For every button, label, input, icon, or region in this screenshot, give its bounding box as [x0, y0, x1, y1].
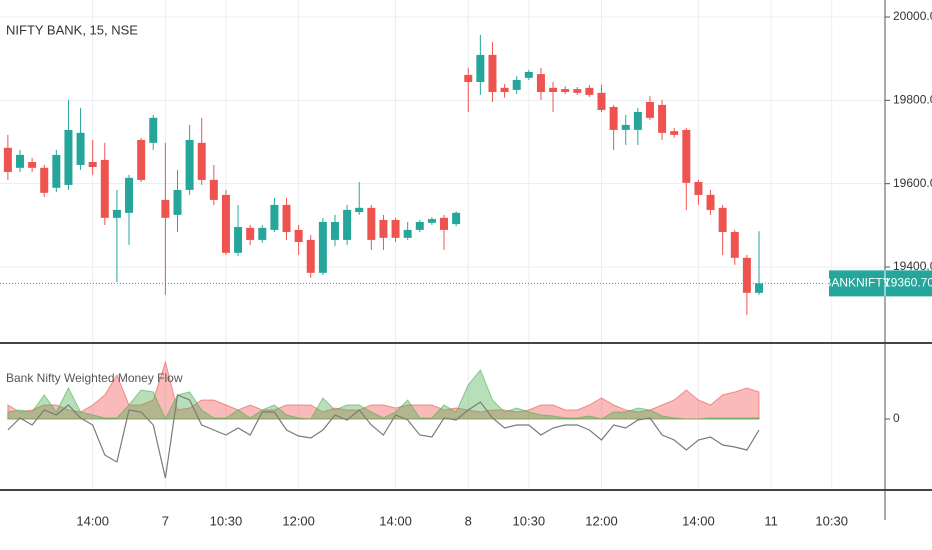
candle-body — [282, 204, 291, 232]
x-tick-label: 12:00 — [282, 513, 315, 528]
candle-body — [706, 194, 715, 210]
candle-body — [694, 182, 703, 195]
candle-body — [730, 232, 739, 258]
x-tick-label: 10:30 — [815, 513, 848, 528]
candle-body — [488, 54, 497, 92]
candle-body — [464, 74, 473, 82]
candle-body — [318, 222, 327, 273]
x-tick-label: 12:00 — [585, 513, 618, 528]
x-tick-label: 7 — [162, 513, 169, 528]
candle-body — [270, 204, 279, 230]
candle-body — [125, 177, 134, 213]
candle-body — [52, 154, 61, 188]
last-price-name: BANKNIFTY — [823, 276, 890, 290]
candle-body — [234, 227, 243, 253]
x-tick-label: 10:30 — [210, 513, 243, 528]
indicator-title: Bank Nifty Weighted Money Flow — [6, 371, 183, 385]
candle-body — [197, 142, 206, 180]
chart-title: NIFTY BANK, 15, NSE — [6, 22, 138, 37]
candle-body — [658, 104, 667, 133]
y-tick-label: 19400.00 — [893, 259, 932, 273]
candle-body — [221, 194, 230, 253]
candle-body — [597, 92, 606, 110]
candle-body — [718, 207, 727, 232]
candle-body — [645, 102, 654, 118]
candle-body — [173, 189, 182, 215]
candle-body — [355, 207, 364, 212]
candle-body — [609, 107, 618, 130]
x-tick-label: 14:00 — [76, 513, 109, 528]
x-tick-label: 14:00 — [379, 513, 412, 528]
candle-body — [330, 222, 339, 240]
candle-body — [585, 87, 594, 95]
x-tick-label: 10:30 — [513, 513, 546, 528]
candle-body — [3, 147, 12, 172]
candle-body — [40, 167, 49, 193]
candle-body — [633, 112, 642, 130]
x-tick-label: 11 — [764, 513, 778, 528]
candle-body — [742, 257, 751, 293]
candle-body — [452, 212, 461, 225]
candle-body — [161, 199, 170, 218]
candle-body — [415, 222, 424, 230]
candle-body — [137, 139, 146, 180]
indicator-line — [7, 394, 760, 479]
candle-body — [440, 217, 449, 230]
candle-body — [670, 131, 679, 135]
y-tick-label: 19600.00 — [893, 176, 932, 190]
candle-body — [500, 87, 509, 92]
candle-body — [476, 54, 485, 82]
candle-body — [88, 162, 97, 167]
candle-body — [524, 72, 533, 78]
candle-body — [28, 162, 37, 168]
candle-body — [64, 129, 73, 185]
candle-body — [403, 229, 412, 238]
indicator-area — [7, 369, 760, 421]
x-tick-label: 14:00 — [682, 513, 715, 528]
candle-body — [755, 283, 764, 293]
candle-body — [621, 124, 630, 130]
candle-body — [100, 159, 109, 218]
candle-body — [512, 79, 521, 90]
candle-body — [294, 229, 303, 242]
candle-body — [573, 89, 582, 93]
candle-body — [306, 239, 315, 273]
candle-body — [682, 129, 691, 183]
y-tick-label: 20000.00 — [893, 9, 932, 23]
candle-body — [149, 117, 158, 143]
last-price-label: 19360.70 — [884, 276, 932, 290]
y-tick-label: 0 — [893, 411, 900, 425]
candle-body — [549, 87, 558, 92]
last-price-box — [829, 270, 932, 297]
candle-body — [209, 179, 218, 200]
candle-body — [367, 207, 376, 240]
x-tick-label: 8 — [465, 513, 472, 528]
candle-body — [76, 132, 85, 165]
candle-body — [343, 209, 352, 240]
y-tick-label: 19800.00 — [893, 93, 932, 107]
plot — [0, 34, 885, 479]
candle-body — [379, 219, 388, 238]
candle-body — [427, 219, 436, 223]
candle-body — [536, 74, 545, 92]
candle-body — [246, 227, 255, 240]
candle-body — [258, 227, 267, 240]
candle-body — [185, 139, 194, 190]
candle-body — [391, 219, 400, 238]
candle-body — [112, 209, 121, 218]
candle-body — [15, 154, 24, 168]
axes: 14:00 7 10:30 12:00 14:00 8 10:30 12:00 14:00 11 1… — [76, 9, 932, 528]
candle-body — [561, 89, 570, 92]
